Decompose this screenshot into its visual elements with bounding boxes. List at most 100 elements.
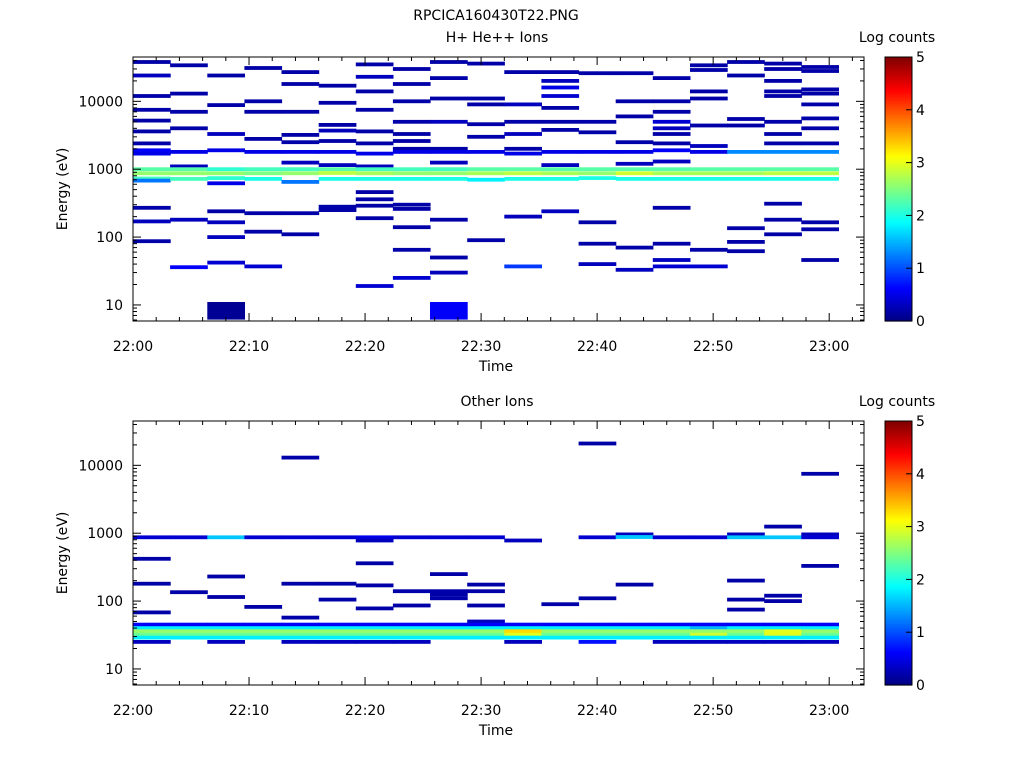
heatmap-cell: [578, 119, 617, 124]
heatmap-cell: [207, 209, 245, 214]
panel-bottom-y-label: Energy (eV): [55, 512, 71, 595]
colorbar-segment: [885, 96, 912, 100]
heatmap-cell: [801, 141, 839, 146]
x-tick-label: 22:30: [461, 339, 501, 355]
heatmap-cell: [727, 626, 765, 630]
heatmap-cell: [430, 622, 468, 627]
heatmap-cell: [727, 150, 765, 154]
colorbar-segment: [885, 634, 912, 638]
heatmap-cell: [133, 556, 171, 561]
heatmap-cell: [170, 265, 208, 270]
heatmap-cell: [281, 622, 320, 627]
heatmap-cell: [652, 635, 691, 640]
colorbar-segment: [885, 180, 912, 183]
colorbar-segment: [885, 592, 912, 596]
colorbar-segment: [885, 123, 912, 126]
colorbar-segment: [885, 621, 912, 624]
heatmap-cell: [727, 177, 765, 181]
colorbar-segment: [885, 103, 912, 106]
heatmap-cell: [764, 593, 802, 598]
panel-bottom-plot-bg: [133, 421, 864, 685]
heatmap-cell: [244, 264, 283, 269]
heatmap-cell: [133, 73, 171, 78]
heatmap-cell: [392, 167, 431, 172]
heatmap-cell: [133, 129, 171, 134]
colorbar-segment: [885, 539, 912, 543]
heatmap-cell: [133, 640, 171, 644]
heatmap-cell: [430, 255, 468, 260]
colorbar-segment: [885, 597, 912, 600]
y-tick-label: 10000: [78, 458, 123, 474]
heatmap-cell: [318, 83, 357, 88]
colorbar-segment: [885, 674, 912, 677]
colorbar-segment: [885, 294, 912, 298]
heatmap-cell: [467, 134, 505, 139]
heatmap-cell: [615, 171, 654, 176]
heatmap-cell: [652, 109, 691, 114]
colorbar-segment: [885, 79, 912, 82]
heatmap-cell: [281, 150, 320, 154]
heatmap-cell: [541, 171, 580, 176]
heatmap-cell: [133, 626, 171, 630]
colorbar-segment: [885, 158, 912, 161]
colorbar-segment: [885, 145, 912, 148]
heatmap-cell: [430, 626, 468, 630]
heatmap-cell: [727, 73, 765, 78]
colorbar-segment: [885, 228, 912, 232]
colorbar-segment: [885, 555, 912, 558]
colorbar-tick-label: 3: [916, 520, 925, 536]
heatmap-cell: [764, 535, 802, 540]
heatmap-cell: [541, 119, 580, 124]
heatmap-cell: [281, 626, 320, 630]
colorbar-segment: [885, 72, 912, 76]
heatmap-cell: [133, 167, 171, 172]
heatmap-cell: [170, 63, 208, 68]
colorbar-segment: [885, 590, 912, 594]
colorbar-segment: [885, 667, 912, 671]
heatmap-cell: [801, 471, 839, 476]
colorbar-segment: [885, 169, 912, 172]
heatmap-cell: [764, 622, 802, 627]
colorbar-segment: [885, 478, 912, 481]
heatmap-cell: [281, 140, 320, 145]
x-tick-label: 22:40: [577, 703, 617, 719]
heatmap-cell: [318, 622, 357, 627]
colorbar-segment: [885, 581, 912, 585]
heatmap-cell: [504, 177, 542, 181]
heatmap-cell: [652, 119, 691, 124]
heatmap-cell: [281, 133, 320, 137]
colorbar-segment: [885, 173, 912, 177]
panel-top-colorbar-label: Log counts: [859, 30, 935, 46]
colorbar-segment: [885, 491, 912, 495]
heatmap-cell: [504, 629, 542, 634]
heatmap-cell: [318, 629, 357, 634]
panel-bottom-title: Other Ions: [460, 394, 533, 410]
heatmap-cell: [578, 71, 617, 76]
heatmap-cell: [801, 640, 839, 644]
panel-bottom-frame: [132, 420, 865, 686]
colorbar-segment: [885, 440, 912, 444]
heatmap-cell: [801, 227, 839, 232]
heatmap-cell: [727, 640, 765, 644]
colorbar-segment: [885, 230, 912, 234]
heatmap-cell: [615, 150, 654, 154]
heatmap-cell: [133, 118, 171, 123]
heatmap-cell: [652, 640, 691, 644]
colorbar-segment: [885, 263, 912, 267]
colorbar-segment: [885, 616, 912, 620]
colorbar-segment: [885, 680, 912, 684]
colorbar-segment: [885, 112, 912, 115]
heatmap-cell: [207, 302, 245, 320]
y-tick-label: 1000: [87, 526, 123, 542]
heatmap-cell: [467, 603, 505, 608]
heatmap-cell: [801, 102, 839, 107]
heatmap-cell: [244, 632, 283, 637]
colorbar-segment: [885, 114, 912, 117]
x-tick-label: 22:10: [229, 339, 269, 355]
colorbar-segment: [885, 482, 912, 486]
heatmap-cell: [615, 140, 654, 145]
heatmap-cell: [430, 270, 468, 275]
heatmap-cell: [764, 524, 802, 529]
heatmap-cell: [133, 176, 171, 181]
heatmap-cell: [318, 123, 357, 127]
